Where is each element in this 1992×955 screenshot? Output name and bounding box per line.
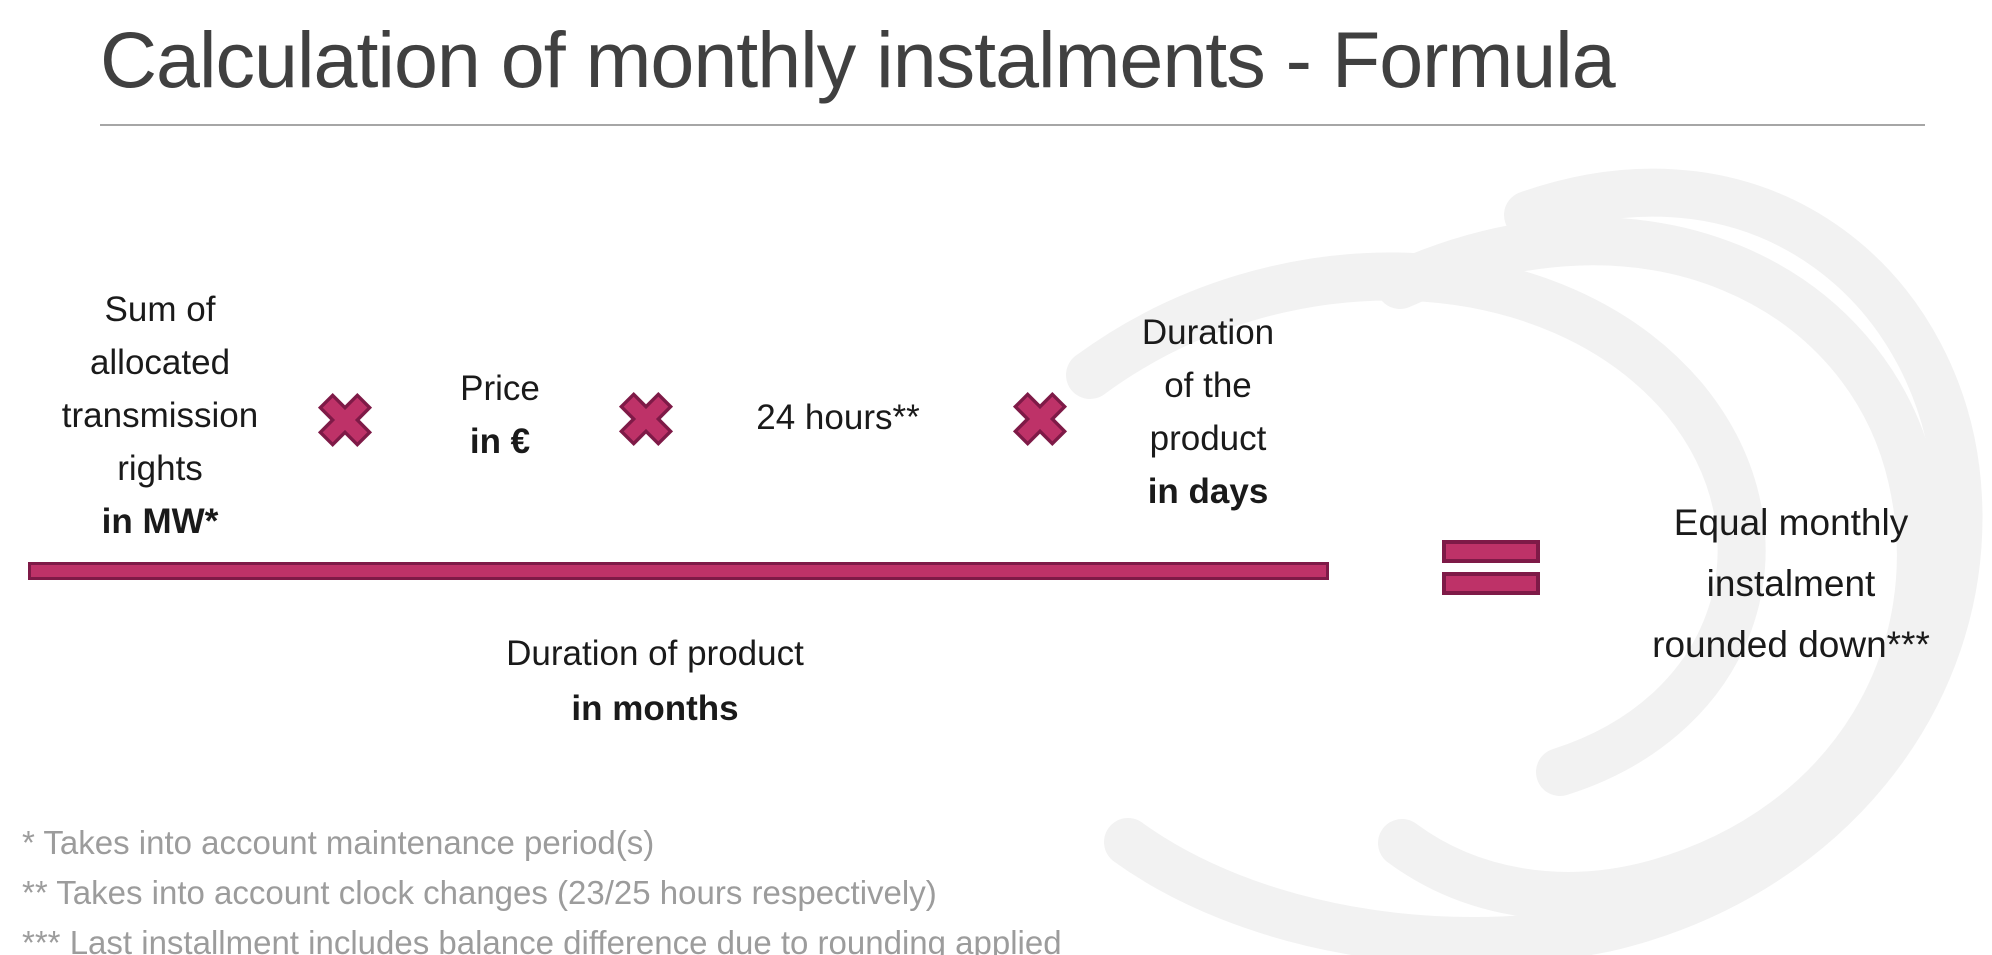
swirl-arc-middle bbox=[1376, 217, 1945, 920]
factor-unit: in € bbox=[469, 422, 531, 461]
result-equal-monthly-instalment: Equal monthly instalment rounded down*** bbox=[1606, 492, 1976, 675]
factor-line: of the bbox=[1164, 366, 1252, 405]
factor-line: Price bbox=[460, 369, 540, 408]
equals-bar-bottom bbox=[1442, 572, 1540, 595]
denominator-unit: in months bbox=[571, 689, 739, 728]
result-line: Equal monthly bbox=[1673, 502, 1909, 543]
swirl-arc-outer bbox=[1104, 168, 1983, 955]
factor-line: 24 hours** bbox=[756, 398, 920, 437]
denominator-product-duration-months: Duration of product in months bbox=[400, 626, 910, 736]
multiply-icon bbox=[317, 392, 373, 448]
multiply-icon bbox=[618, 391, 674, 447]
result-line: instalment bbox=[1706, 563, 1876, 604]
equals-bar-top bbox=[1442, 540, 1540, 563]
factor-line: transmission bbox=[61, 396, 259, 435]
title-divider bbox=[100, 124, 1925, 126]
factor-product-duration-days: Duration of the product in days bbox=[1088, 306, 1328, 518]
footnotes: * Takes into account maintenance period(… bbox=[22, 818, 1422, 955]
footnote-maintenance: * Takes into account maintenance period(… bbox=[22, 824, 655, 861]
factor-price: Price in € bbox=[410, 362, 590, 468]
result-line: rounded down*** bbox=[1652, 624, 1930, 665]
factor-transmission-rights: Sum of allocated transmission rights in … bbox=[20, 283, 300, 548]
factor-line: allocated bbox=[89, 343, 231, 382]
denominator-line: Duration of product bbox=[506, 634, 804, 673]
page-title: Calculation of monthly instalments - For… bbox=[100, 15, 1616, 104]
fraction-bar bbox=[28, 562, 1329, 580]
footnote-clock-changes: ** Takes into account clock changes (23/… bbox=[22, 874, 937, 911]
multiply-icon bbox=[1012, 391, 1068, 447]
factor-line: Duration bbox=[1141, 313, 1275, 352]
factor-unit: in MW* bbox=[101, 502, 219, 541]
factor-line: rights bbox=[117, 449, 203, 488]
factor-line: Sum of bbox=[104, 290, 216, 329]
factor-unit: in days bbox=[1147, 472, 1269, 511]
factor-24-hours: 24 hours** bbox=[718, 396, 958, 440]
footnote-rounding: *** Last installment includes balance di… bbox=[22, 924, 1062, 955]
equals-icon bbox=[1442, 540, 1540, 595]
factor-line: product bbox=[1149, 419, 1267, 458]
swirl-arc-inner bbox=[1066, 252, 1766, 796]
